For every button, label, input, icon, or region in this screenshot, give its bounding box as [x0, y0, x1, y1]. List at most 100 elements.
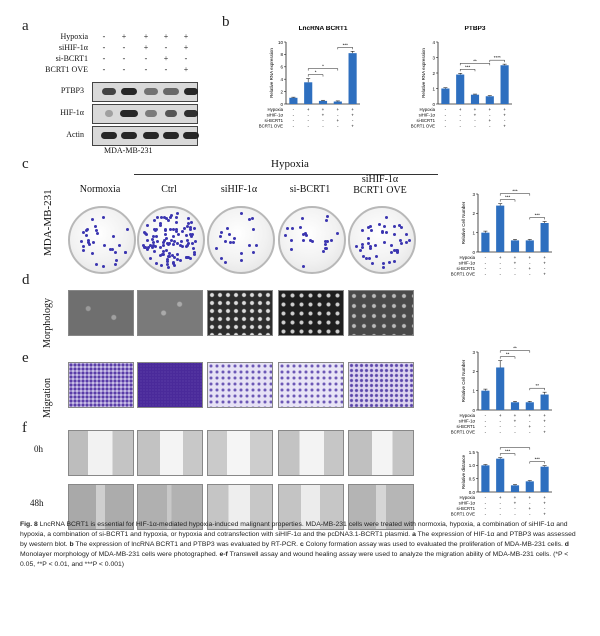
condition-sign: +: [528, 424, 531, 429]
colony-dot: [102, 264, 106, 268]
condition-sign: -: [485, 430, 487, 435]
colony-dot: [228, 241, 232, 245]
condition-sign: -: [499, 501, 501, 506]
condition-sign: -: [474, 124, 476, 129]
condition-sign: +: [488, 107, 491, 112]
column-header: si-BCRT1: [289, 184, 331, 195]
colony-dot: [233, 236, 237, 240]
bar: [525, 402, 534, 410]
panel-letter-f: f: [22, 420, 27, 436]
colony-dot: [325, 215, 329, 219]
blot-row: [92, 82, 198, 102]
condition-label: Hypoxia: [459, 413, 475, 418]
blot-cell-line: MDA-MB-231: [104, 146, 153, 155]
significance-bracket: [337, 47, 353, 50]
colony-dot: [96, 232, 100, 236]
colony-dot: [330, 238, 334, 242]
condition-sign: -: [293, 107, 295, 112]
colony-dot: [149, 256, 153, 260]
condition-sign: -: [485, 495, 487, 500]
colony-dot: [164, 248, 168, 252]
panel-letter-a: a: [22, 18, 29, 34]
colony-dot: [175, 212, 179, 216]
colony-dot: [223, 261, 227, 265]
y-tick-label: 2: [280, 89, 283, 94]
colony-dot: [166, 254, 170, 258]
colony-dot: [91, 218, 95, 222]
morphology-image: [137, 290, 203, 336]
condition-sign: -: [499, 272, 501, 277]
colony-dot: [150, 238, 154, 242]
significance-bracket: [499, 199, 516, 202]
colony-dot: [169, 213, 173, 217]
caption-b: b: [69, 541, 74, 548]
condition-sign: +: [499, 413, 502, 418]
blot-sign: +: [143, 32, 149, 41]
colony-dot: [168, 252, 172, 256]
colony-dot: [392, 225, 396, 229]
condition-sign: -: [322, 118, 324, 123]
colony-dot: [186, 217, 190, 221]
bar: [496, 458, 505, 492]
colony-dot: [335, 232, 339, 236]
bar: [304, 82, 313, 104]
caption-d: d: [564, 541, 569, 548]
colony-dot: [186, 242, 190, 246]
condition-sign: -: [293, 124, 295, 129]
condition-sign: -: [529, 272, 531, 277]
colony-dot: [165, 257, 169, 261]
blot-condition-label: Hypoxia: [60, 32, 88, 41]
colony-dot: [81, 245, 85, 249]
colony-dot: [95, 262, 99, 266]
significance-bracket: [459, 69, 476, 72]
condition-sign: -: [529, 512, 531, 517]
significance-bracket: [529, 461, 545, 464]
condition-sign: -: [485, 501, 487, 506]
colony-dot: [169, 228, 173, 232]
condition-sign: +: [503, 124, 506, 129]
colony-dot: [404, 233, 408, 237]
colony-dot: [367, 256, 371, 260]
column-header: siHIF-1α: [220, 184, 258, 195]
colony-dot: [190, 242, 194, 246]
colony-dot: [124, 251, 128, 255]
chart-title: LncRNA BCRT1: [299, 26, 348, 32]
colony-dot: [193, 253, 197, 257]
condition-sign: +: [543, 512, 546, 517]
colony-dot: [324, 239, 328, 243]
colony-dot: [165, 241, 169, 245]
wound-48h-image: [137, 484, 203, 530]
colony-dot: [163, 232, 167, 236]
condition-label: siHIF-1α: [419, 113, 436, 118]
colony-dot: [172, 263, 176, 267]
condition-sign: -: [459, 124, 461, 129]
significance-label: *: [322, 64, 324, 69]
blot-band: [101, 132, 117, 139]
bar: [456, 74, 465, 104]
colony-dot: [291, 226, 294, 230]
colony-dot: [226, 227, 230, 231]
colony-dot: [239, 252, 243, 256]
colony-dot: [240, 258, 244, 262]
condition-sign: +: [336, 118, 339, 123]
condition-sign: -: [322, 124, 324, 129]
colony-dot: [152, 219, 156, 223]
condition-sign: +: [514, 261, 517, 266]
condition-label: BCRT1 OVE: [451, 272, 475, 277]
colony-dot: [185, 255, 189, 259]
condition-sign: -: [485, 424, 487, 429]
y-axis-label: Relative RNA expression: [269, 48, 274, 98]
condition-sign: -: [485, 413, 487, 418]
colony-dot: [324, 218, 328, 222]
column-header: siHIF-1α BCRT1 OVE: [353, 174, 407, 196]
colony-dot: [392, 232, 396, 236]
colony-dot: [381, 230, 385, 234]
condition-sign: -: [529, 501, 531, 506]
condition-sign: +: [322, 107, 325, 112]
condition-sign: +: [528, 495, 531, 500]
colony-dot: [184, 234, 188, 238]
condition-sign: -: [504, 118, 506, 123]
column-header: Normoxia: [79, 184, 121, 195]
y-tick-label: 4: [280, 77, 283, 82]
